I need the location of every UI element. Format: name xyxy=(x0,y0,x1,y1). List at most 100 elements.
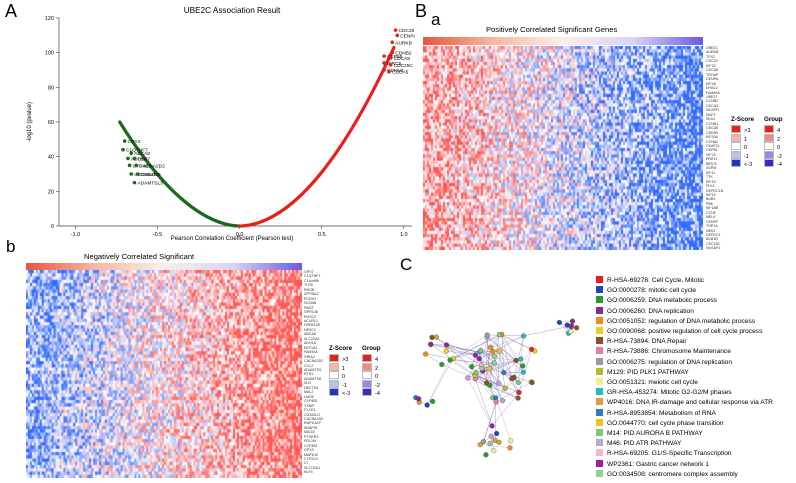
group-legend-item: 4 xyxy=(362,354,378,364)
legend-color-swatch xyxy=(596,469,603,477)
network-node xyxy=(569,318,576,324)
network-edge xyxy=(480,444,510,449)
heatmap-negative-grid xyxy=(26,270,302,478)
panel-label-c: C xyxy=(400,255,413,274)
enrichment-legend-item: R-HSA-73894: DNA Repair xyxy=(596,336,687,347)
network-node xyxy=(507,445,513,451)
y-axis-label: -log10 (pvalue) xyxy=(27,102,33,142)
y-tick-label: 100 xyxy=(45,51,54,57)
network-node xyxy=(478,347,484,354)
positive-gene-label: BIRC5 xyxy=(387,61,401,67)
network-edge xyxy=(467,377,493,427)
labeled-negative-point xyxy=(121,147,125,152)
zscore-legend-item: 1 xyxy=(329,362,345,373)
legend-color-swatch xyxy=(596,378,603,385)
network-edge xyxy=(488,368,499,384)
network-node xyxy=(509,376,515,382)
y-tick-label: 60 xyxy=(48,120,54,126)
zscore-legend-item: -1 xyxy=(329,379,347,390)
x-axis-label: Pearson Correlation Coefficient (Pearson… xyxy=(171,236,294,242)
legend-color-swatch xyxy=(596,367,603,375)
network-edge xyxy=(491,392,520,427)
network-node xyxy=(499,398,506,404)
network-edge xyxy=(481,365,506,389)
network-node xyxy=(491,353,497,359)
enrichment-legend-item: GO:0044770: cell cycle phase transition xyxy=(596,418,724,429)
network-node xyxy=(486,365,492,372)
positive-gene-label: CDCA8 xyxy=(394,56,411,62)
legend-label: R-HSA-73894: DNA Repair xyxy=(607,338,687,346)
network-edge xyxy=(430,344,476,356)
network-node xyxy=(439,361,445,368)
enrichment-legend-item: GO:0000278: mitotic cell cycle xyxy=(596,285,696,296)
enrichment-legend-item: GO:0051321: meiotic cell cycle xyxy=(596,377,698,388)
legend-color-swatch xyxy=(596,418,603,426)
x-tick-label: 0.5 xyxy=(318,232,326,238)
network-node xyxy=(494,431,500,437)
enrichment-legend-item: R-HSA-69205: G1/S-Specific Transcription xyxy=(596,448,732,459)
labeled-positive-point xyxy=(387,69,391,74)
heatmap-negative-group-bar xyxy=(26,263,302,270)
zscore-legend-item: 0 xyxy=(329,371,345,381)
network-edge xyxy=(487,334,524,337)
network-edge xyxy=(504,349,532,389)
network-node xyxy=(495,380,501,386)
group-legend-item: -4 xyxy=(362,388,380,398)
network-edge xyxy=(446,344,495,357)
positive-gene-label: CEP55 xyxy=(387,54,403,60)
heatmap-negative-gene-list: CRY2 C1QTNF7 C16orf89 TLR5 RHOB ZFP36L2 … xyxy=(304,270,324,475)
legend-color-swatch xyxy=(596,459,603,467)
labeled-negative-point xyxy=(134,163,138,168)
network-edge xyxy=(431,337,476,356)
network-node xyxy=(447,357,453,363)
network-node xyxy=(515,379,521,385)
legend-label: GO:0006259: DNA metabolic process xyxy=(607,297,717,305)
network-node xyxy=(429,334,435,340)
heatmap-positive-title: Positively Correlated Significant Genes xyxy=(486,25,618,34)
network-node xyxy=(515,395,521,401)
enrichment-legend-item: GO:0090068: positive regulation of cell … xyxy=(596,326,762,337)
network-node xyxy=(473,370,479,376)
legend-label: GO:0000278: mitotic cell cycle xyxy=(607,287,697,295)
zscore-legend-title-neg: Z-Score xyxy=(329,345,353,352)
legend-color-swatch xyxy=(596,296,603,304)
network-edge xyxy=(425,353,442,365)
network-edge xyxy=(475,378,493,426)
legend-label: WP2361: Gastric cancer network 1 xyxy=(607,460,709,468)
network-edge xyxy=(499,351,506,389)
network-node xyxy=(490,349,496,355)
negative-gene-point xyxy=(118,120,122,124)
association-scatter-plot: UBE2C Association Result 0 20 40 60 80 100 120… xyxy=(27,6,415,242)
legend-label: GR-HSA-453274: Mitotic G2-G2/M phases xyxy=(607,389,732,397)
y-tick-label: 120 xyxy=(45,16,54,22)
network-edge xyxy=(488,368,503,401)
legend-label: M129: PID PLK1 PATHWAY xyxy=(607,368,689,376)
legend-color-swatch xyxy=(596,429,603,436)
negative-gene-label: C16orf89 xyxy=(141,172,161,178)
network-edge xyxy=(446,344,482,366)
labeled-positive-point xyxy=(390,40,395,45)
enrichment-legend-item: GO:0006259: DNA metabolic process xyxy=(596,295,717,306)
network-edge xyxy=(501,334,513,379)
enrichment-legend-item: WP4016: DNA IR-damage and cellular respo… xyxy=(596,397,773,408)
legend-color-swatch xyxy=(596,357,603,365)
legend-label: GO:0034508: centromere complex assembly xyxy=(607,470,738,478)
legend-label: M14: PID AURORA B PATHWAY xyxy=(607,430,703,437)
group-legend-item: 2 xyxy=(362,362,378,373)
zscore-legend-item: >3 xyxy=(731,125,750,135)
network-edge xyxy=(449,334,488,361)
labeled-positive-point xyxy=(393,28,398,32)
negative-gene-label: CACNA2D2 xyxy=(139,163,165,169)
network-edge xyxy=(523,325,572,337)
network-edge xyxy=(499,351,524,373)
network-node xyxy=(476,356,482,362)
network-node xyxy=(433,334,439,340)
legend-label: R-HSA-69205: G1/S-Specific Transcription xyxy=(607,450,732,458)
legend-color-swatch xyxy=(596,276,603,283)
x-tick-label: -0.5 xyxy=(153,232,162,238)
y-tick-label: 40 xyxy=(48,155,54,161)
zscore-legend-title-pos: Z-Score xyxy=(731,116,755,123)
enrichment-legend-item: R-HSA-73886: Chromosome Maintenance xyxy=(596,346,731,357)
legend-label: R-HSA-69278: Cell Cycle, Mitotic xyxy=(607,277,705,284)
network-edge xyxy=(426,358,454,406)
